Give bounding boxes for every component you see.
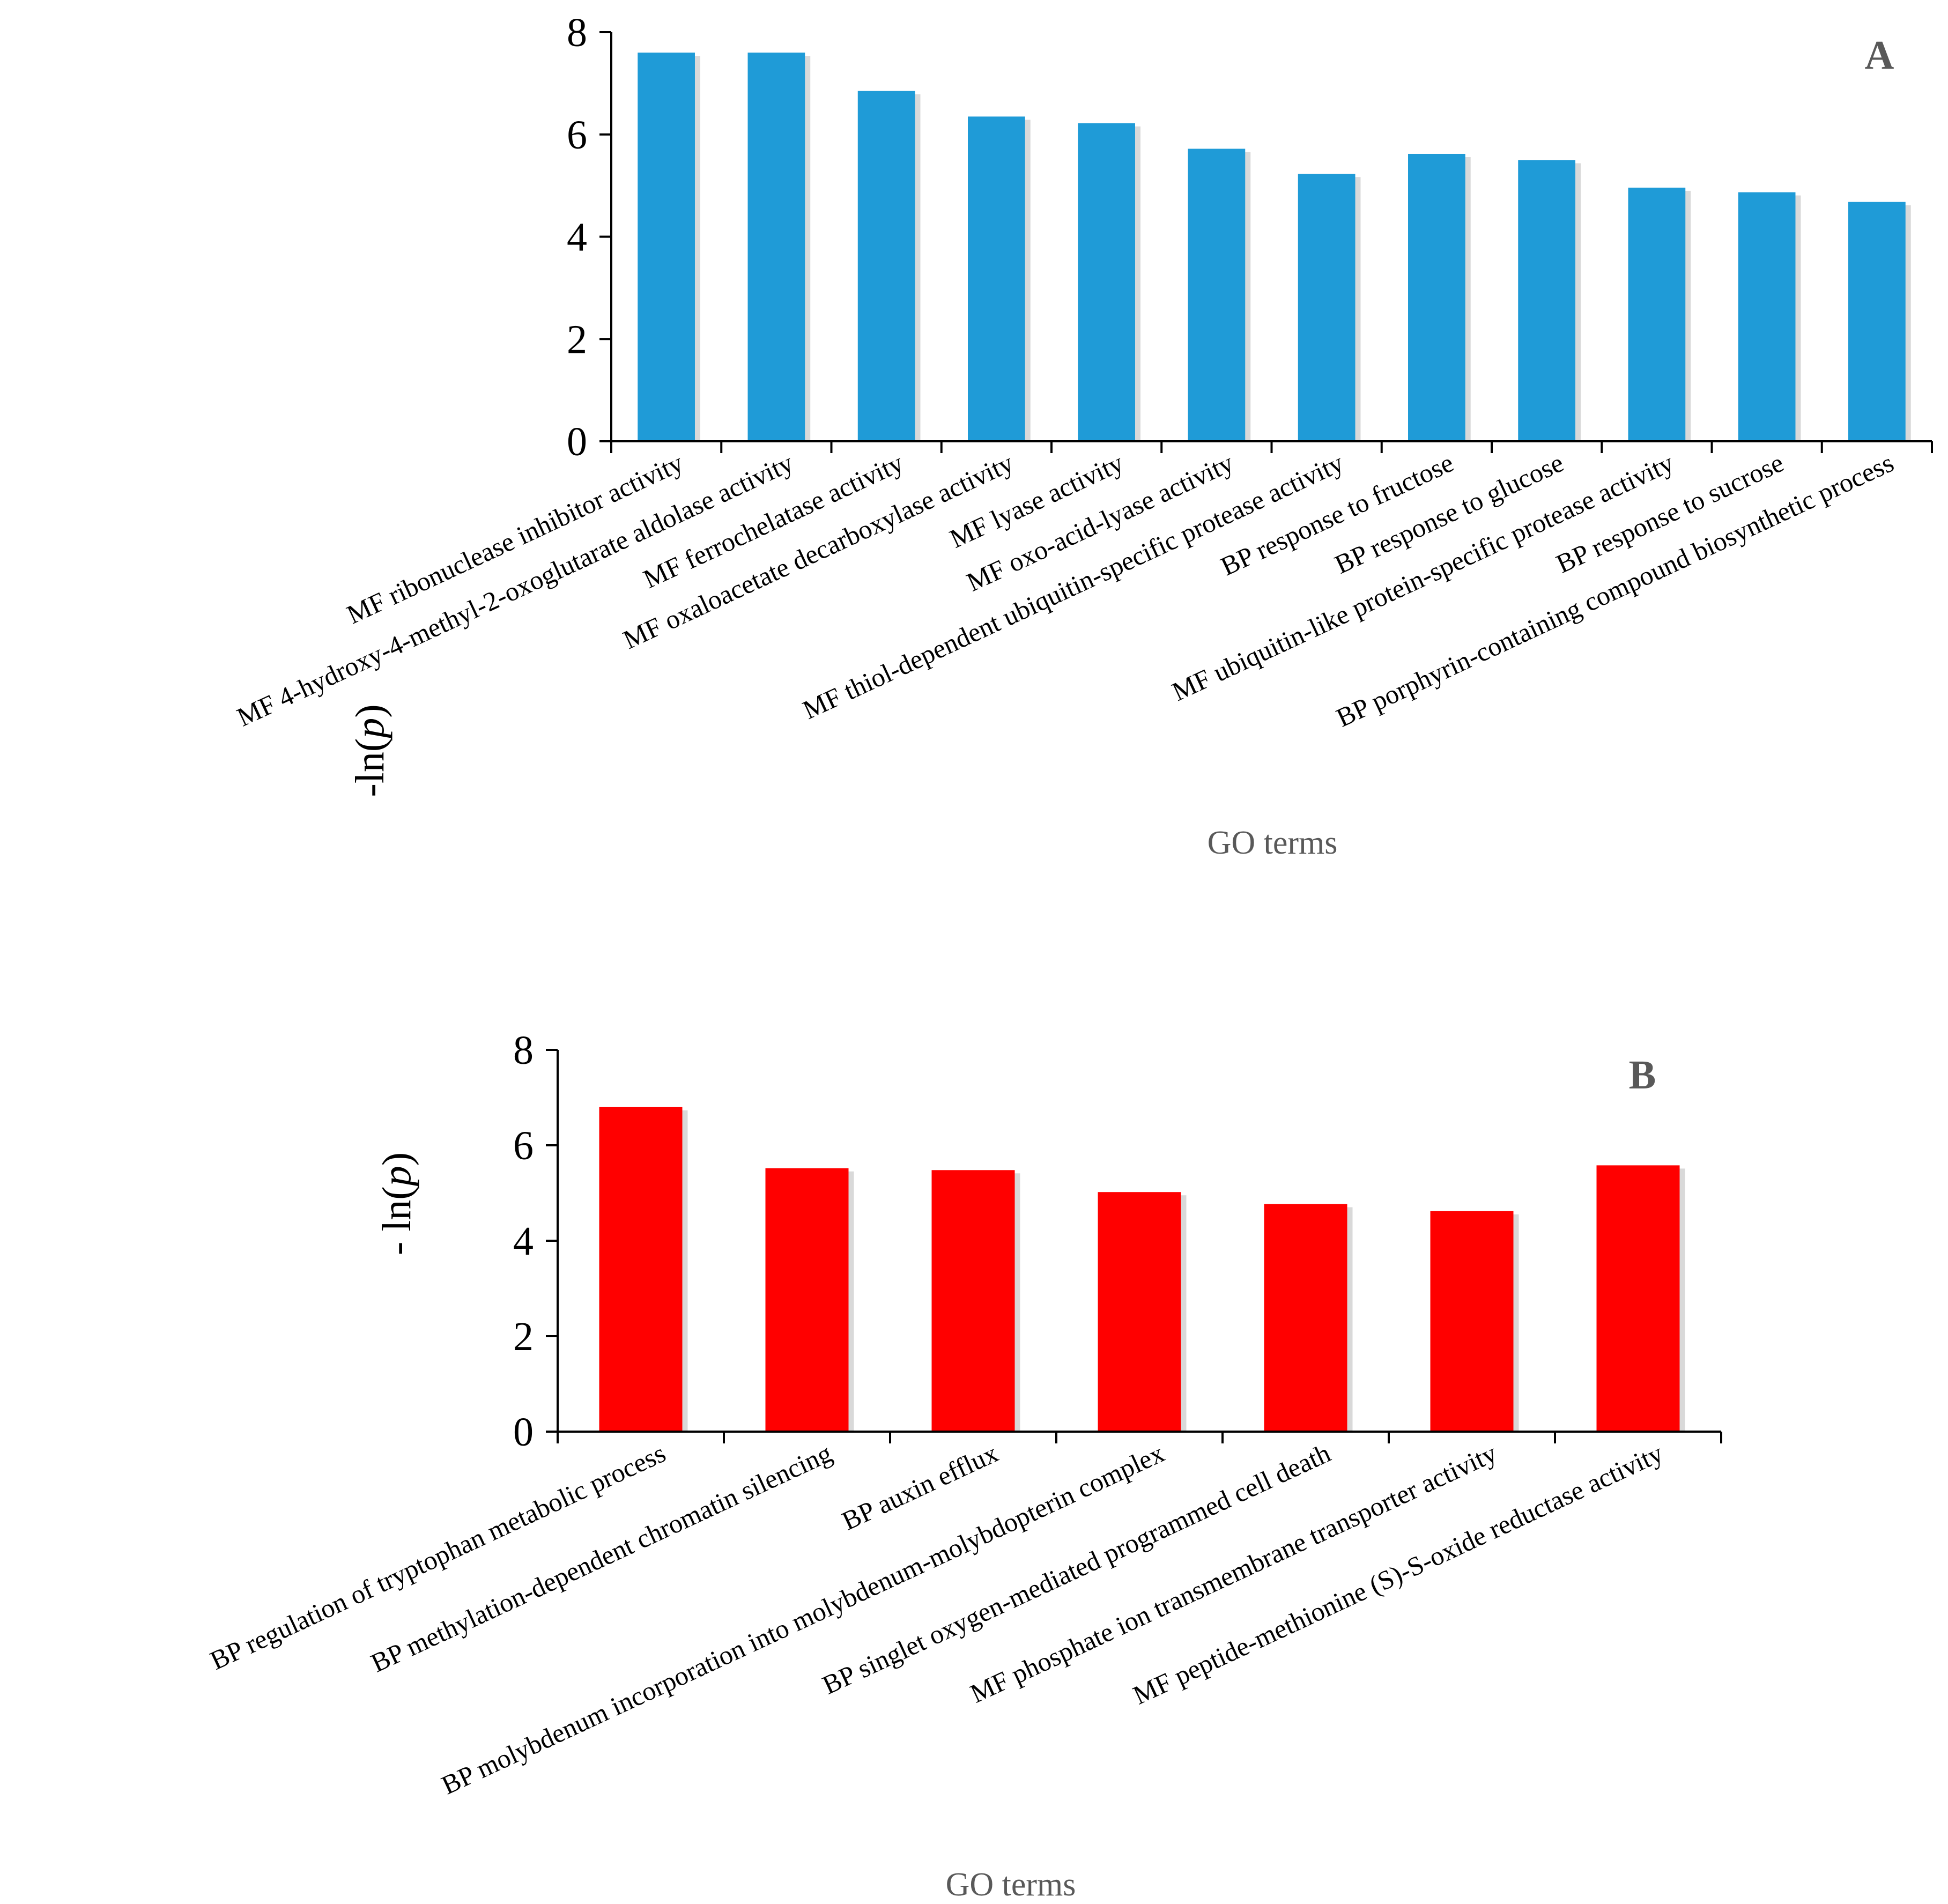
bar [1518, 160, 1575, 441]
bar [1848, 202, 1906, 441]
bar [968, 116, 1025, 441]
bar [1188, 149, 1246, 442]
bar [931, 1170, 1015, 1432]
y-tick-label: 0 [513, 1410, 534, 1455]
y-tick-label: 0 [567, 419, 587, 464]
bar [857, 91, 915, 441]
bar [1596, 1165, 1680, 1432]
bar [1738, 192, 1796, 441]
bar [1264, 1204, 1347, 1432]
bar [1430, 1211, 1514, 1432]
y-tick-label: 4 [513, 1219, 534, 1264]
bar [1078, 123, 1135, 441]
bar [1098, 1192, 1181, 1432]
x-axis-title: GO terms [946, 1866, 1076, 1903]
bar [1408, 153, 1465, 441]
y-tick-label: 8 [513, 1028, 534, 1073]
y-tick-label: 6 [513, 1123, 534, 1168]
panel-label: B [1629, 1053, 1656, 1098]
y-tick-label: 2 [513, 1314, 534, 1359]
y-axis-title: - ln(p) [374, 1152, 419, 1255]
y-tick-label: 6 [567, 113, 587, 158]
bar [1298, 174, 1356, 441]
bar [765, 1168, 849, 1432]
y-tick-label: 4 [567, 215, 587, 260]
x-axis-title: GO terms [1208, 825, 1338, 861]
panel-label: A [1865, 33, 1894, 78]
y-tick-label: 8 [567, 10, 587, 55]
bar [1628, 187, 1686, 441]
y-tick-label: 2 [567, 317, 587, 362]
y-axis-title: -ln(p) [347, 704, 392, 797]
bar [747, 53, 805, 441]
bar [638, 53, 695, 441]
bar [599, 1107, 683, 1432]
